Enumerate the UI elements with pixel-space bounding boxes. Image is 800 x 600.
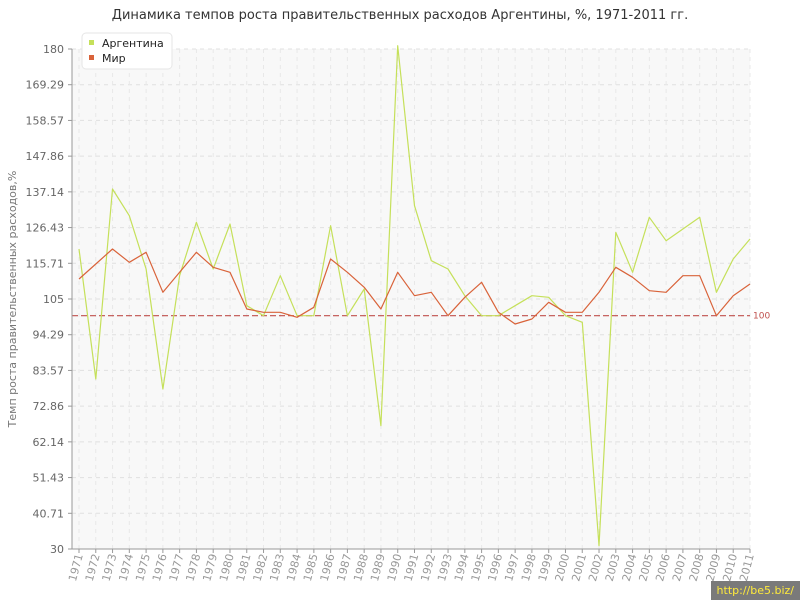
reference-line-label: 100 — [753, 312, 770, 322]
y-tick-label: 126.43 — [26, 222, 65, 235]
y-tick-label: 30 — [50, 543, 64, 556]
y-tick-label: 72.86 — [33, 400, 65, 413]
y-axis-label: Темп роста правительственных расходов,% — [6, 171, 19, 429]
y-tick-label: 115.71 — [26, 257, 65, 270]
credit-link[interactable]: http://be5.biz/ — [710, 581, 800, 600]
x-tick-label: 2011 — [737, 552, 757, 582]
y-tick-label: 137.14 — [26, 186, 65, 199]
series-lines — [78, 45, 751, 547]
reference-line-group: 100 — [72, 312, 770, 322]
y-tick-label: 62.14 — [33, 436, 65, 449]
legend-swatch-1 — [89, 40, 94, 45]
y-tick-label: 158.57 — [26, 114, 65, 127]
legend-label-2: Мир — [102, 52, 126, 65]
legend-box — [81, 32, 173, 70]
legend-swatch-2 — [89, 55, 94, 60]
y-tick-label: 51.43 — [33, 472, 65, 485]
series-line-2 — [78, 248, 751, 325]
x-tick-labels: 1971197219731974197519761977197819791980… — [66, 549, 757, 583]
y-tick-label: 147.86 — [26, 150, 65, 163]
series-line-1 — [78, 45, 751, 547]
chart-title: Динамика темпов роста правительственных … — [111, 8, 689, 23]
y-tick-label: 94.29 — [33, 329, 65, 342]
legend-label-1: Аргентина — [102, 37, 164, 50]
y-tick-label: 105 — [43, 293, 64, 306]
y-tick-label: 40.71 — [33, 507, 65, 520]
y-tick-label: 169.29 — [26, 79, 65, 92]
y-tick-label: 180 — [43, 43, 64, 56]
legend: Аргентина Мир — [81, 32, 173, 70]
y-tick-labels: 30 40.71 51.43 62.14 72.86 83.57 94.29 105 115.7… — [26, 43, 72, 556]
y-tick-label: 83.57 — [33, 364, 65, 377]
